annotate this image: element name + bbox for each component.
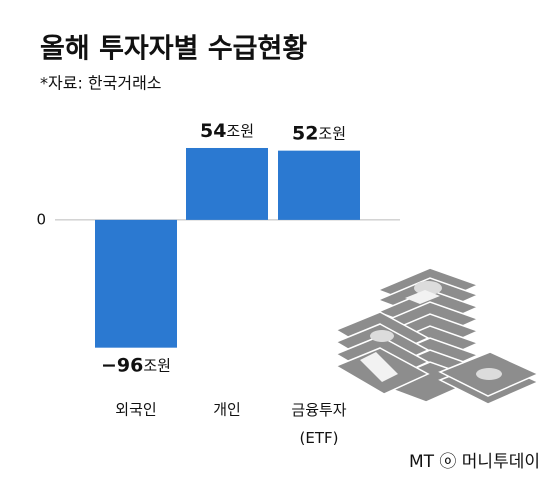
chart-subtitle: *자료: 한국거래소 xyxy=(40,74,162,93)
y-tick-label: 0 xyxy=(36,210,46,228)
bar xyxy=(278,150,360,220)
value-label: 52조원 xyxy=(292,122,346,144)
money-illustration xyxy=(334,267,540,405)
bar xyxy=(95,219,177,348)
watermark: MT ⓞ 머니투데이 xyxy=(409,452,540,472)
bar xyxy=(186,147,268,220)
value-label: 54조원 xyxy=(200,119,254,141)
value-label: −96조원 xyxy=(101,354,171,376)
x-tick-label: 개인 xyxy=(213,401,241,419)
chart-title: 올해 투자자별 수급현황 xyxy=(40,34,307,65)
x-tick-label: 외국인 xyxy=(115,401,156,419)
x-tick-label: 금융투자 (ETF) xyxy=(291,401,346,447)
